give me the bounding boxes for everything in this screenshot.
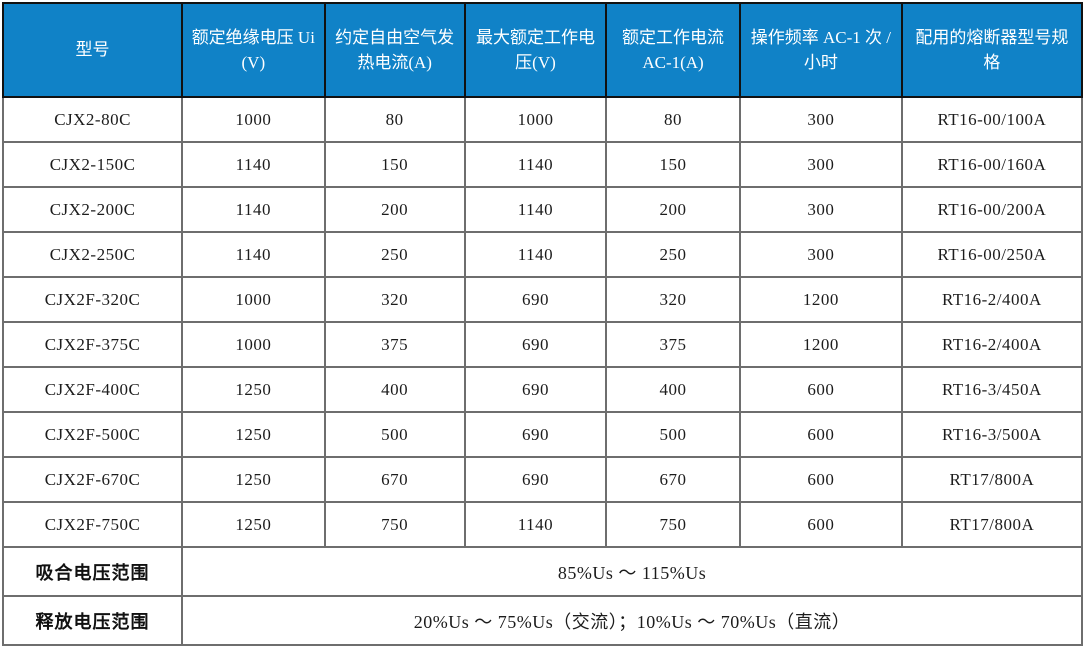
footer-label: 释放电压范围	[1, 595, 184, 646]
table-row: CJX2-250C 1140 250 1140 250 300 RT16-00/250A	[1, 231, 1084, 278]
column-header: 额定工作电流 AC-1(A)	[605, 2, 741, 98]
value-cell: 250	[605, 231, 741, 278]
value-cell: 320	[605, 276, 741, 323]
column-header: 型号	[1, 2, 184, 98]
table-row: CJX2F-670C 1250 670 690 670 600 RT17/800A	[1, 456, 1084, 503]
model-cell: CJX2F-375C	[1, 321, 184, 368]
footer-row: 吸合电压范围 85%Us ～ 115%Us	[1, 546, 1083, 597]
value-cell: RT17/800A	[900, 501, 1084, 548]
column-header: 额定绝缘电压 Ui(V)	[181, 2, 326, 98]
value-cell: 600	[738, 366, 903, 413]
value-cell: 1200	[738, 276, 903, 323]
value-cell: RT17/800A	[900, 456, 1084, 503]
value-cell: RT16-00/160A	[900, 141, 1084, 188]
model-cell: CJX2-150C	[1, 141, 184, 188]
table-row: CJX2F-500C 1250 500 690 500 600 RT16-3/500A	[1, 411, 1084, 458]
value-cell: 500	[323, 411, 466, 458]
value-cell: 1000	[181, 96, 326, 143]
value-cell: 400	[323, 366, 466, 413]
footer-value: 85%Us ～ 115%Us	[181, 546, 1083, 597]
value-cell: 300	[738, 231, 903, 278]
value-cell: 500	[605, 411, 741, 458]
model-cell: CJX2F-750C	[1, 501, 184, 548]
value-cell: 690	[463, 276, 608, 323]
value-cell: 1250	[181, 366, 326, 413]
value-cell: RT16-00/100A	[900, 96, 1084, 143]
value-cell: 300	[738, 141, 903, 188]
value-cell: RT16-3/500A	[900, 411, 1084, 458]
value-cell: RT16-00/200A	[900, 186, 1084, 233]
value-cell: RT16-3/450A	[900, 366, 1084, 413]
value-cell: 1140	[181, 141, 326, 188]
value-cell: 690	[463, 411, 608, 458]
model-cell: CJX2-250C	[1, 231, 184, 278]
model-cell: CJX2-80C	[1, 96, 184, 143]
model-cell: CJX2-200C	[1, 186, 184, 233]
footer-value: 20%Us ～ 75%Us（交流）；10%Us ～ 70%Us（直流）	[181, 595, 1083, 646]
value-cell: 250	[323, 231, 466, 278]
value-cell: 1250	[181, 456, 326, 503]
value-cell: 1250	[181, 501, 326, 548]
value-cell: 375	[323, 321, 466, 368]
value-cell: 300	[738, 186, 903, 233]
value-cell: 200	[323, 186, 466, 233]
value-cell: 1140	[463, 501, 608, 548]
value-cell: 300	[738, 96, 903, 143]
header-row: 型号 额定绝缘电压 Ui(V) 约定自由空气发热电流(A) 最大额定工作电压(V) 额定…	[1, 2, 1084, 98]
model-cell: CJX2F-320C	[1, 276, 184, 323]
value-cell: 600	[738, 411, 903, 458]
value-cell: 1140	[463, 186, 608, 233]
model-cell: CJX2F-500C	[1, 411, 184, 458]
value-cell: 1140	[463, 231, 608, 278]
table-row: CJX2-150C 1140 150 1140 150 300 RT16-00/160A	[1, 141, 1084, 188]
column-header: 操作频率 AC-1 次 / 小时	[738, 2, 903, 98]
value-cell: RT16-00/250A	[900, 231, 1084, 278]
footer-row: 释放电压范围 20%Us ～ 75%Us（交流）；10%Us ～ 70%Us（直流…	[1, 595, 1083, 646]
value-cell: 150	[323, 141, 466, 188]
value-cell: 1000	[181, 276, 326, 323]
table-row: CJX2F-375C 1000 375 690 375 1200 RT16-2/400A	[1, 321, 1084, 368]
value-cell: 1140	[463, 141, 608, 188]
value-cell: 670	[605, 456, 741, 503]
model-cell: CJX2F-670C	[1, 456, 184, 503]
value-cell: RT16-2/400A	[900, 321, 1084, 368]
value-cell: 690	[463, 366, 608, 413]
value-cell: 375	[605, 321, 741, 368]
value-cell: 1200	[738, 321, 903, 368]
value-cell: 1140	[181, 231, 326, 278]
value-cell: 750	[605, 501, 741, 548]
value-cell: 80	[323, 96, 466, 143]
footer-label: 吸合电压范围	[1, 546, 184, 597]
value-cell: 1000	[181, 321, 326, 368]
value-cell: 600	[738, 456, 903, 503]
table-row: CJX2-200C 1140 200 1140 200 300 RT16-00/200A	[1, 186, 1084, 233]
table-row: CJX2F-750C 1250 750 1140 750 600 RT17/800A	[1, 501, 1084, 548]
table-body: CJX2-80C 1000 80 1000 80 300 RT16-00/100A CJX2-…	[1, 96, 1084, 646]
value-cell: RT16-2/400A	[900, 276, 1084, 323]
table-row: CJX2F-320C 1000 320 690 320 1200 RT16-2/400A	[1, 276, 1084, 323]
value-cell: 690	[463, 321, 608, 368]
value-cell: 1250	[181, 411, 326, 458]
value-cell: 1140	[181, 186, 326, 233]
value-cell: 80	[605, 96, 741, 143]
column-header: 约定自由空气发热电流(A)	[323, 2, 466, 98]
value-cell: 670	[323, 456, 466, 503]
value-cell: 150	[605, 141, 741, 188]
value-cell: 600	[738, 501, 903, 548]
table-row: CJX2-80C 1000 80 1000 80 300 RT16-00/100A	[1, 96, 1084, 143]
model-cell: CJX2F-400C	[1, 366, 184, 413]
value-cell: 1000	[463, 96, 608, 143]
column-header: 最大额定工作电压(V)	[463, 2, 608, 98]
value-cell: 400	[605, 366, 741, 413]
column-header: 配用的熔断器型号规格	[900, 2, 1084, 98]
value-cell: 320	[323, 276, 466, 323]
table-row: CJX2F-400C 1250 400 690 400 600 RT16-3/450A	[1, 366, 1084, 413]
value-cell: 750	[323, 501, 466, 548]
value-cell: 690	[463, 456, 608, 503]
value-cell: 200	[605, 186, 741, 233]
